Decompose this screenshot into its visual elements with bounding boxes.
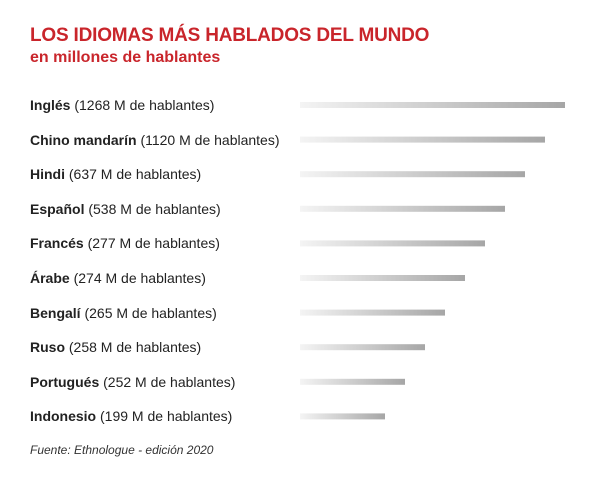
bar-label: Portugués (252 M de hablantes) [30, 373, 235, 391]
chart-subtitle: en millones de hablantes [30, 49, 221, 66]
speaker-count: (258 M de hablantes) [68, 339, 202, 356]
bar [300, 240, 485, 247]
chart-title: LOS IDIOMAS MÁS HABLADOS DEL MUNDO [30, 25, 430, 46]
language-name: Hindi [30, 166, 65, 183]
source-note: Fuente: Ethnologue - edición 2020 [30, 443, 214, 457]
language-name: Francés [30, 235, 84, 252]
bar [300, 275, 465, 281]
speaker-count: (252 M de hablantes) [103, 373, 236, 390]
bar-label: Bengalí (265 M de hablantes) [30, 304, 217, 322]
language-name: Árabe [30, 270, 70, 286]
bar-label: Chino mandarín (1120 M de hablantes) [30, 131, 280, 149]
bar-label: Español (538 M de hablantes) [30, 200, 221, 218]
speaker-count: (637 M de hablantes) [68, 166, 202, 183]
speaker-count: (538 M de hablantes) [88, 200, 221, 217]
speaker-count: (265 M de hablantes) [84, 304, 217, 321]
language-name: Portugués [30, 373, 100, 390]
speaker-count: (277 M de hablantes) [87, 235, 220, 252]
bar-label: Árabe (274 M de hablantes) [30, 269, 206, 287]
speaker-count: (1268 M de hablantes) [74, 97, 215, 113]
bar-label: Ruso (258 M de hablantes) [30, 338, 201, 356]
bar [300, 205, 505, 212]
bar [300, 309, 445, 316]
language-name: Chino mandarín [30, 131, 137, 148]
language-name: Bengalí [30, 304, 81, 321]
bar [300, 378, 405, 385]
language-name: Indonesio [30, 408, 97, 425]
bar-label: Hindi (637 M de hablantes) [30, 165, 201, 183]
bar-label: Indonesio (199 M de hablantes) [30, 407, 232, 425]
speaker-count: (274 M de hablantes) [73, 270, 206, 286]
bar [300, 413, 385, 420]
bar [300, 136, 545, 143]
language-name: Inglés [30, 97, 71, 113]
bar [300, 102, 565, 108]
language-name: Ruso [30, 339, 65, 356]
bar-label: Inglés (1268 M de hablantes) [30, 96, 214, 114]
language-name: Español [30, 200, 85, 217]
bar [300, 171, 525, 178]
bar [300, 344, 425, 351]
speaker-count: (1120 M de hablantes) [140, 131, 280, 148]
bar-label: Francés (277 M de hablantes) [30, 234, 220, 252]
speaker-count: (199 M de hablantes) [100, 408, 233, 425]
